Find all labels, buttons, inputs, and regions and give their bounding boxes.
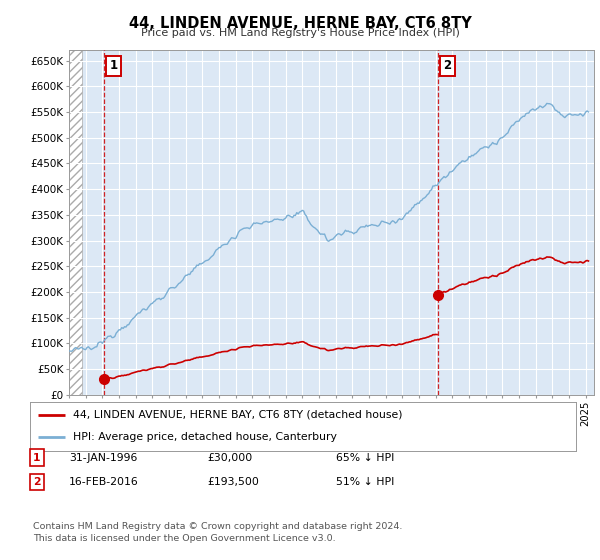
Text: 1: 1 [110,59,118,72]
Text: 44, LINDEN AVENUE, HERNE BAY, CT6 8TY (detached house): 44, LINDEN AVENUE, HERNE BAY, CT6 8TY (d… [73,410,402,420]
Text: £30,000: £30,000 [207,452,252,463]
Text: Contains HM Land Registry data © Crown copyright and database right 2024.
This d: Contains HM Land Registry data © Crown c… [33,522,403,543]
Text: 31-JAN-1996: 31-JAN-1996 [69,452,137,463]
Text: 51% ↓ HPI: 51% ↓ HPI [336,477,394,487]
Bar [69,50,82,395]
Text: 65% ↓ HPI: 65% ↓ HPI [336,452,394,463]
Text: £193,500: £193,500 [207,477,259,487]
Text: HPI: Average price, detached house, Canterbury: HPI: Average price, detached house, Cant… [73,432,337,442]
Text: 2: 2 [443,59,452,72]
Text: 1: 1 [33,452,41,463]
Text: 16-FEB-2016: 16-FEB-2016 [69,477,139,487]
Text: 44, LINDEN AVENUE, HERNE BAY, CT6 8TY: 44, LINDEN AVENUE, HERNE BAY, CT6 8TY [128,16,472,31]
Text: 2: 2 [33,477,41,487]
Text: Price paid vs. HM Land Registry's House Price Index (HPI): Price paid vs. HM Land Registry's House … [140,28,460,38]
